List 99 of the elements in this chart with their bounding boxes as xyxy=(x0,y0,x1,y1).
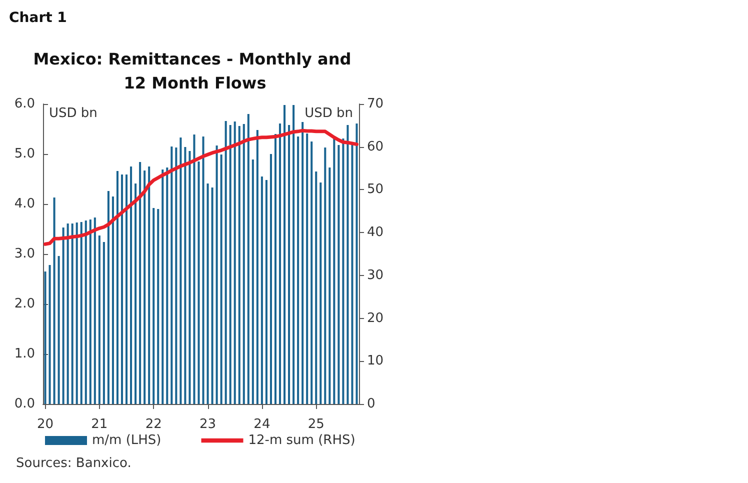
x-tick-label: 23 xyxy=(200,417,216,432)
y2-tick-label: 50 xyxy=(367,182,384,198)
y-tick-label: 1.0 xyxy=(14,346,35,362)
bar xyxy=(256,130,258,404)
bar xyxy=(120,174,124,404)
y2-tick-label: 70 xyxy=(367,96,384,112)
bar xyxy=(144,170,146,404)
bar xyxy=(94,218,96,404)
bar xyxy=(98,236,100,404)
bar xyxy=(184,147,186,404)
bar xyxy=(206,184,209,404)
x-tick-label: 25 xyxy=(308,417,324,432)
bar xyxy=(315,172,318,404)
bar xyxy=(193,134,196,404)
legend-label: 12-m sum (RHS) xyxy=(248,433,356,448)
bar xyxy=(116,171,118,404)
bar xyxy=(351,144,354,404)
y-tick-label: 0.0 xyxy=(14,396,35,412)
bar xyxy=(274,134,276,404)
bar xyxy=(157,209,160,404)
line-series xyxy=(44,128,358,246)
bar xyxy=(284,105,286,404)
bar xyxy=(224,121,227,404)
bar xyxy=(162,170,164,404)
bar xyxy=(107,191,110,404)
bar xyxy=(76,222,78,404)
bar xyxy=(328,168,331,404)
bar xyxy=(333,138,336,404)
bar xyxy=(306,134,308,404)
bar xyxy=(148,166,150,404)
y2-tick-label: 20 xyxy=(367,310,384,326)
bar xyxy=(346,125,349,404)
bar xyxy=(324,148,326,404)
y2-tick-label: 60 xyxy=(367,139,384,154)
bar xyxy=(216,146,218,404)
bar xyxy=(220,154,222,404)
x-tick-label: 22 xyxy=(145,417,162,432)
bar xyxy=(320,182,322,404)
y2-tick-label: 10 xyxy=(367,354,384,369)
bar xyxy=(252,160,254,404)
bar xyxy=(112,196,114,404)
bar xyxy=(48,265,51,404)
y2-tick-label: 30 xyxy=(367,268,384,283)
x-tick-label: 24 xyxy=(254,417,270,432)
bar xyxy=(198,162,200,404)
bar xyxy=(152,208,155,404)
bar xyxy=(62,228,64,404)
bar xyxy=(80,222,82,404)
bar xyxy=(175,148,178,404)
bar xyxy=(134,184,137,404)
y-tick-label: 6.0 xyxy=(14,96,35,112)
bar xyxy=(84,220,87,404)
y-tick-label: 4.0 xyxy=(14,196,35,212)
chart-title: Mexico: Remittances - Monthly and 12 Month Flows xyxy=(33,50,357,92)
chart-subtitle: Chart 1 xyxy=(9,10,67,26)
bar xyxy=(44,272,46,404)
bar xyxy=(139,162,142,404)
bar xyxy=(292,105,295,404)
bar xyxy=(338,145,340,404)
bar xyxy=(180,138,182,404)
bar xyxy=(211,188,214,404)
y-tick-label: 5.0 xyxy=(14,146,35,162)
bar xyxy=(342,138,344,404)
y2-axis-title: USD bn xyxy=(304,106,353,121)
x-tick-label: 20 xyxy=(36,417,54,432)
y-tick-label: 2.0 xyxy=(14,296,35,312)
bar xyxy=(89,220,92,404)
bar xyxy=(260,176,263,404)
y-tick-label: 3.0 xyxy=(14,246,35,262)
bar xyxy=(166,168,168,404)
bar xyxy=(297,136,300,404)
bar xyxy=(102,242,105,404)
bar xyxy=(278,124,282,404)
bar xyxy=(234,122,236,404)
bar xyxy=(270,154,272,404)
bar xyxy=(356,124,358,404)
y-axis-title: USD bn xyxy=(49,106,98,121)
y2-tick-label: 40 xyxy=(367,225,384,240)
bar xyxy=(238,126,240,404)
x-tick-label: 21 xyxy=(91,417,108,432)
bar xyxy=(130,166,132,404)
bar xyxy=(188,151,191,404)
bar xyxy=(302,122,304,404)
bar xyxy=(126,174,128,404)
y2-tick-label: 0 xyxy=(367,396,376,412)
bar xyxy=(242,124,245,404)
legend-label: m/m (LHS) xyxy=(92,433,162,448)
bar xyxy=(202,136,204,404)
bar xyxy=(71,224,74,404)
bar xyxy=(288,125,290,404)
bar xyxy=(247,114,250,404)
bar xyxy=(53,198,56,404)
bar xyxy=(170,146,173,404)
bar xyxy=(58,256,60,404)
bar xyxy=(310,142,313,404)
bar xyxy=(229,125,232,404)
bar xyxy=(66,224,69,404)
bar xyxy=(265,180,268,404)
source-note: Sources: Banxico. xyxy=(16,456,132,471)
